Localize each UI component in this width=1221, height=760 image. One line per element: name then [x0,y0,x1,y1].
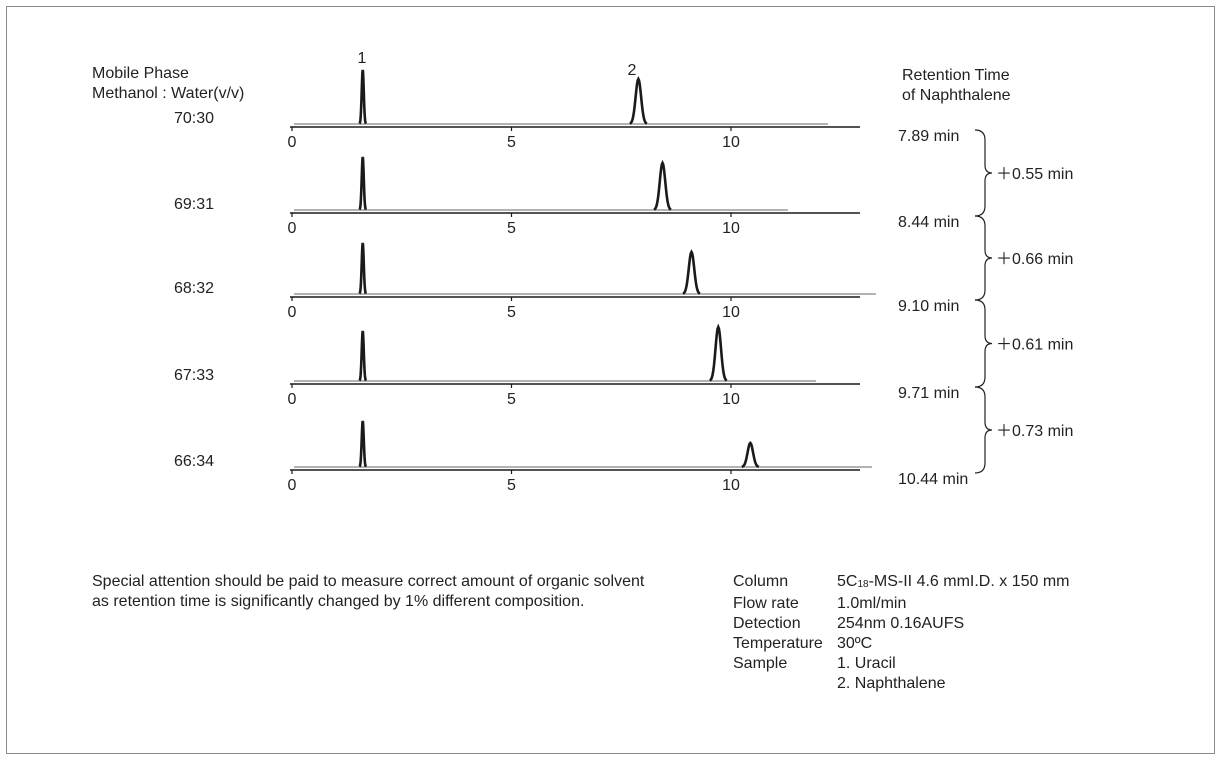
mobile-phase-value: 66:34 [174,453,214,470]
of-naphthalene-label: of Naphthalene [902,87,1011,104]
x-tick-label: 5 [507,220,516,237]
difference-brace [974,386,993,474]
condition-value: 2. Naphthalene [837,675,946,692]
x-tick-label: 5 [507,134,516,151]
condition-value: 1.0ml/min [837,595,907,612]
retention-time-value: 10.44 min [898,471,968,488]
peak-label-1: 1 [358,50,367,67]
difference-brace [974,215,993,301]
mobile-phase-header: Mobile Phase Methanol : Water(v/v) [92,65,244,102]
x-tick-label: 0 [288,477,297,494]
chromatogram-chart: Mobile Phase Methanol : Water(v/v) Retent… [92,50,1073,494]
x-tick-label: 5 [507,477,516,494]
x-tick-label: 0 [288,391,297,408]
condition-row-temperature: Temperature 30ºC [733,634,1070,654]
condition-label: Column [733,573,789,590]
naphthalene-peak [629,75,648,125]
mobile-phase-value: 67:33 [174,367,214,384]
chromatogram-70-30: 0 5 10 70:30 7.89 min [174,69,959,151]
x-tick-label: 10 [722,304,740,321]
note-text: Special attention should be paid to meas… [92,573,645,610]
condition-label: Sample [733,655,788,672]
x-tick-label: 10 [722,477,740,494]
condition-row-flow: Flow rate 1.0ml/min [733,594,1070,614]
condition-label: Detection [733,615,801,632]
naphthalene-peak [653,159,672,211]
naphthalene-peak [741,441,760,469]
mobile-phase-value: 70:30 [174,110,214,127]
x-tick-label: 10 [722,391,740,408]
condition-row-sample-2: 2. Naphthalene [733,674,1070,694]
difference-label: ＋0.55 min [996,166,1073,183]
retention-time-value: 9.71 min [898,385,959,402]
naphthalene-peak [709,323,728,382]
retention-time-header: Retention Time of Naphthalene [902,67,1011,104]
x-tick-label: 0 [288,304,297,321]
condition-row-column: Column 5C18-MS-II 4.6 mmI.D. x 150 mm [733,572,1070,594]
chromatogram-69-31: 0 5 10 69:31 8.44 min [174,156,959,237]
uracil-peak [358,330,368,382]
retention-time-value: 8.44 min [898,214,959,231]
mobile-phase-label: Mobile Phase [92,65,189,82]
chromatogram-67-33: 0 5 10 67:33 9.71 min [174,323,959,408]
x-tick-label: 0 [288,134,297,151]
mobile-phase-value: 68:32 [174,280,214,297]
condition-value: 1. Uracil [837,655,896,672]
retention-time-value: 7.89 min [898,128,959,145]
difference-brace [974,129,993,217]
condition-label: Flow rate [733,595,799,612]
condition-label: Temperature [733,635,823,652]
mobile-phase-value: 69:31 [174,196,214,213]
uracil-peak [358,242,368,295]
difference-label: ＋0.66 min [996,251,1073,268]
difference-brace [974,299,993,388]
x-tick-label: 10 [722,220,740,237]
uracil-peak [358,69,368,125]
peak-label-2: 2 [628,62,637,79]
chromatogram-68-32: 0 5 10 68:32 9.10 min [174,242,959,321]
uracil-peak [358,156,368,211]
naphthalene-peak [682,249,701,295]
difference-label: ＋0.73 min [996,423,1073,440]
uracil-peak [358,420,368,468]
condition-value: 5C18-MS-II 4.6 mmI.D. x 150 mm [837,573,1070,590]
difference-label: ＋0.61 min [996,337,1073,354]
conditions-table: Column 5C18-MS-II 4.6 mmI.D. x 150 mm Fl… [733,572,1070,694]
x-tick-label: 0 [288,220,297,237]
retention-time-value: 9.10 min [898,298,959,315]
condition-row-sample: Sample 1. Uracil [733,654,1070,674]
chromatogram-66-34: 0 5 10 66:34 10.44 min [174,420,968,494]
figure-frame [6,6,1215,754]
difference-brackets: ＋0.55 min ＋0.66 min ＋0.61 min ＋0.73 min [974,129,1073,474]
condition-row-detection: Detection 254nm 0.16AUFS [733,614,1070,634]
x-tick-label: 5 [507,304,516,321]
x-tick-label: 5 [507,391,516,408]
x-tick-label: 10 [722,134,740,151]
retention-time-label: Retention Time [902,67,1010,84]
condition-value: 30ºC [837,635,873,652]
mobile-phase-ratio-label: Methanol : Water(v/v) [92,85,244,102]
condition-value: 254nm 0.16AUFS [837,615,965,632]
